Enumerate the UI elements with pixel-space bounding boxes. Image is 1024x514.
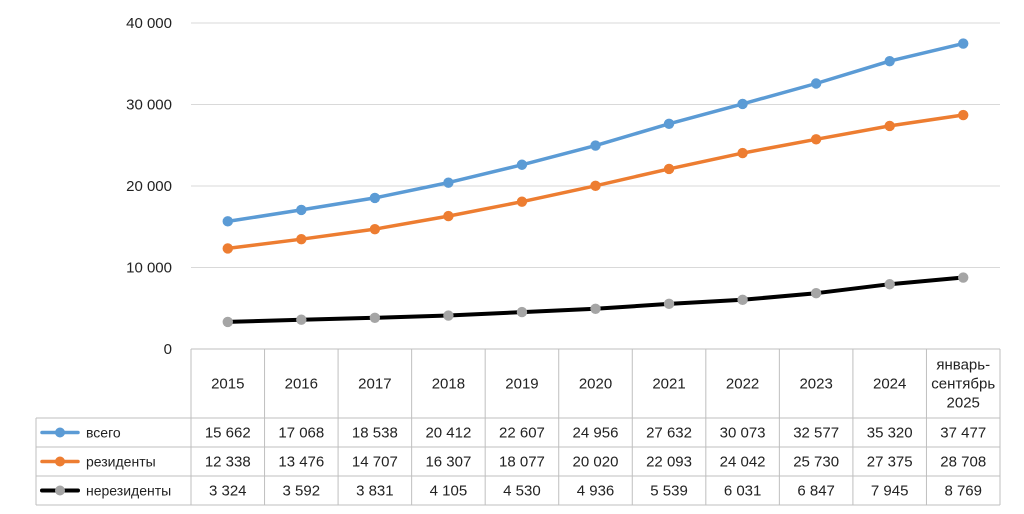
data-point <box>222 316 233 328</box>
x-category-label: 2022 <box>726 376 759 393</box>
table-cell-value: 20 020 <box>573 454 619 471</box>
legend-series-name: резиденты <box>86 454 156 470</box>
x-category-label: 2021 <box>652 376 685 393</box>
data-point <box>516 306 528 318</box>
data-point <box>296 233 307 245</box>
data-point <box>958 109 969 121</box>
y-tick-label: 30 000 <box>126 97 172 114</box>
data-point <box>737 98 748 110</box>
data-point <box>516 196 528 207</box>
legend-key-marker <box>55 485 65 496</box>
data-point <box>296 204 307 216</box>
legend-key-marker <box>55 427 65 438</box>
gridlines <box>191 22 1000 268</box>
data-table: 2015 2016 2017 2018 2019 2020 2021 2022 2023 2024… <box>35 348 1001 506</box>
x-category-label: 2020 <box>579 376 612 393</box>
x-category-label: 2017 <box>358 376 391 393</box>
table-cell-value: 6 031 <box>724 483 762 500</box>
data-point <box>369 223 381 235</box>
data-point <box>884 279 895 290</box>
legend-series-name: всего <box>86 425 121 441</box>
table-cell-value: 4 105 <box>430 483 468 500</box>
data-point <box>590 303 601 314</box>
table-cell-value: 12 338 <box>205 454 251 471</box>
data-point <box>958 38 969 49</box>
data-point <box>810 134 822 145</box>
table-cell-value: 28 708 <box>940 454 986 471</box>
data-point <box>958 272 969 283</box>
legend-series-name: нерезиденты <box>86 483 171 499</box>
x-category-label: 2015 <box>211 376 244 393</box>
x-category-label: 2018 <box>432 376 465 393</box>
table-cell-value: 4 936 <box>577 483 615 500</box>
table-cell-value: 3 831 <box>356 483 394 500</box>
y-tick-label: 20 000 <box>126 178 172 195</box>
x-category-label: 2019 <box>505 376 538 393</box>
data-point <box>296 314 307 325</box>
series-layer <box>222 38 969 328</box>
y-tick-label: 0 <box>164 341 172 358</box>
data-point <box>222 243 233 254</box>
data-point <box>810 287 822 299</box>
data-point <box>737 147 748 159</box>
table-cell-value: 5 539 <box>650 483 688 500</box>
table-cell-value: 3 592 <box>283 483 321 500</box>
y-tick-label: 40 000 <box>126 15 172 32</box>
x-category-label: 2023 <box>799 376 832 393</box>
table-cell-value: 35 320 <box>867 425 913 442</box>
table-cell-value: 20 412 <box>425 425 471 442</box>
y-axis: 0 10 000 20 000 30 000 40 000 <box>126 15 172 358</box>
table-cell-value: 6 847 <box>797 483 835 500</box>
data-point <box>443 210 454 222</box>
table-cell-value: 4 530 <box>503 483 541 500</box>
data-point <box>590 140 601 151</box>
table-cell-value: 3 324 <box>209 483 247 500</box>
x-category-label: сентябрь <box>931 376 995 393</box>
data-point <box>884 55 895 67</box>
data-point <box>737 294 748 306</box>
table-cell-value: 17 068 <box>278 425 324 442</box>
table-cell-value: 24 042 <box>720 454 766 471</box>
table-cell-value: 27 375 <box>867 454 913 471</box>
table-cell-value: 30 073 <box>720 425 766 442</box>
data-point <box>369 312 381 323</box>
table-cell-value: 16 307 <box>425 454 471 471</box>
table-cell-value: 22 607 <box>499 425 545 442</box>
x-category-label: январь- <box>936 357 990 374</box>
data-point <box>590 180 601 192</box>
table-cell-value: 25 730 <box>793 454 839 471</box>
legend-key-marker <box>55 456 65 467</box>
table-cell-value: 18 077 <box>499 454 545 471</box>
table-cell-value: 27 632 <box>646 425 692 442</box>
table-cell-value: 7 945 <box>871 483 909 500</box>
data-point <box>443 177 454 188</box>
data-point <box>810 78 822 89</box>
table-cell-value: 22 093 <box>646 454 692 471</box>
table-cell-value: 8 769 <box>944 483 982 500</box>
table-cell-value: 14 707 <box>352 454 398 471</box>
table-cell-value: 37 477 <box>940 425 986 442</box>
data-point <box>884 120 895 132</box>
data-point <box>663 298 675 310</box>
data-point <box>663 163 675 175</box>
data-point <box>516 159 528 170</box>
data-point <box>663 118 675 129</box>
y-tick-label: 10 000 <box>126 260 172 277</box>
series-line <box>225 275 966 324</box>
table-cell-value: 24 956 <box>573 425 619 442</box>
table-cell-value: 15 662 <box>205 425 251 442</box>
data-point <box>369 192 381 204</box>
table-cell-value: 13 476 <box>278 454 324 471</box>
data-point <box>222 216 233 227</box>
table-cell-value: 32 577 <box>793 425 839 442</box>
x-category-label: 2025 <box>947 395 980 412</box>
table-cell-value: 18 538 <box>352 425 398 442</box>
x-category-label: 2024 <box>873 376 906 393</box>
data-point <box>443 310 454 321</box>
x-category-label: 2016 <box>285 376 318 393</box>
